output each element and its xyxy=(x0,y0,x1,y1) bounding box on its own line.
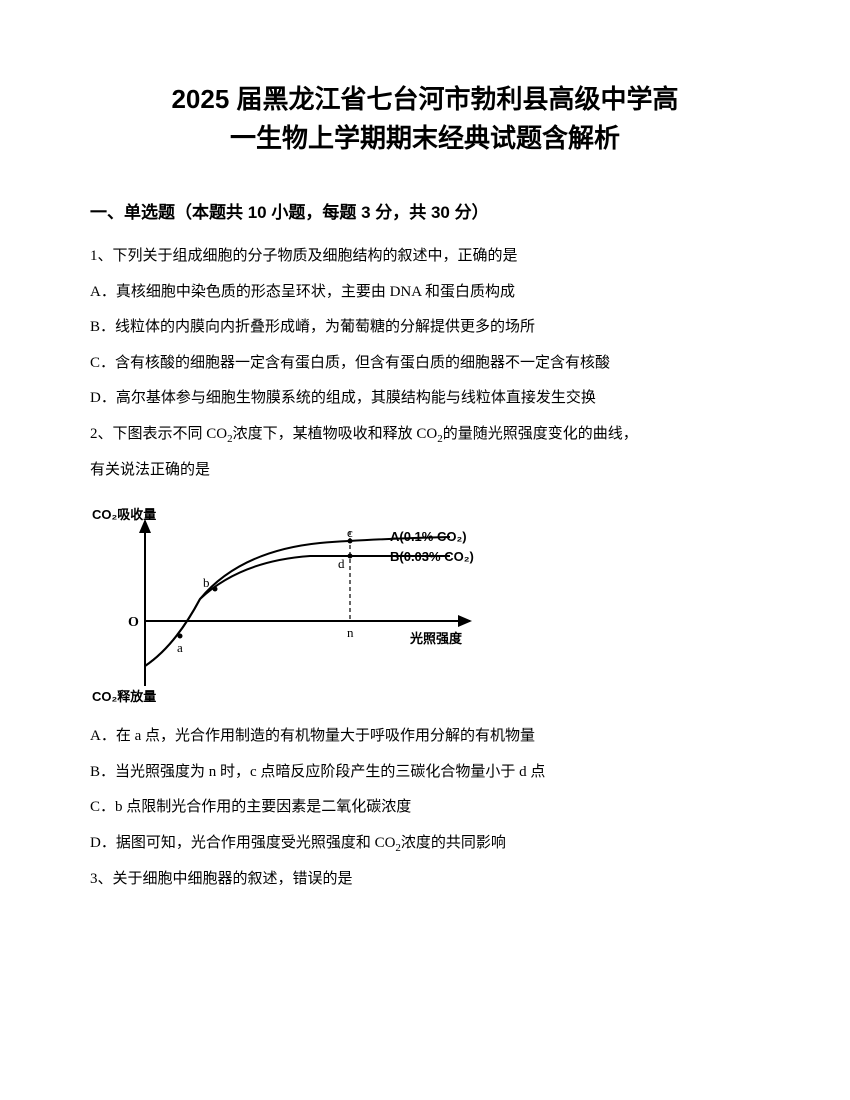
svg-text:n: n xyxy=(347,625,354,640)
q1-option-d: D．高尔基体参与细胞生物膜系统的组成，其膜结构能与线粒体直接发生交换 xyxy=(90,383,760,415)
q1-stem: 1、下列关于组成细胞的分子物质及细胞结构的叙述中，正确的是 xyxy=(90,241,760,273)
section-heading: 一、单选题（本题共 10 小题，每题 3 分，共 30 分） xyxy=(90,198,760,223)
chart-figure: CO₂吸收量 CO₂释放量 光照强度 Oa b c d n A(0.1% CO₂) B(0.03%… xyxy=(90,501,760,706)
q2-option-c: C．b 点限制光合作用的主要因素是二氧化碳浓度 xyxy=(90,792,760,824)
svg-text:A(0.1% CO₂): A(0.1% CO₂) xyxy=(390,529,467,544)
title-line-1: 2025 届黑龙江省七台河市勃利县高级中学高 xyxy=(171,84,678,114)
svg-text:CO₂吸收量: CO₂吸收量 xyxy=(92,507,156,522)
svg-text:光照强度: 光照强度 xyxy=(409,631,463,646)
q2-option-b: B．当光照强度为 n 时，c 点暗反应阶段产生的三碳化合物量小于 d 点 xyxy=(90,757,760,789)
svg-text:a: a xyxy=(177,640,183,655)
svg-text:CO₂释放量: CO₂释放量 xyxy=(92,689,156,704)
q1-option-b: B．线粒体的内膜向内折叠形成嵴，为葡萄糖的分解提供更多的场所 xyxy=(90,312,760,344)
svg-text:O: O xyxy=(128,615,139,630)
title-line-2: 一生物上学期期末经典试题含解析 xyxy=(230,123,620,153)
svg-text:d: d xyxy=(338,556,345,571)
q2-stem-line2: 有关说法正确的是 xyxy=(90,455,760,487)
q2-stem: 2、下图表示不同 CO2浓度下，某植物吸收和释放 CO2的量随光照强度变化的曲线… xyxy=(90,419,760,451)
page-title: 2025 届黑龙江省七台河市勃利县高级中学高 一生物上学期期末经典试题含解析 xyxy=(90,80,760,158)
q2-optd-p1: D．据图可知，光合作用强度受光照强度和 CO xyxy=(90,835,395,851)
q3-stem: 3、关于细胞中细胞器的叙述，错误的是 xyxy=(90,864,760,896)
chart-svg: CO₂吸收量 CO₂释放量 光照强度 Oa b c d n A(0.1% CO₂) B(0.03%… xyxy=(90,501,510,706)
q2-stem-p2: 浓度下，某植物吸收和释放 CO xyxy=(233,426,438,442)
svg-text:c: c xyxy=(347,525,353,540)
q2-optd-p2: 浓度的共同影响 xyxy=(401,835,506,851)
q1-option-c: C．含有核酸的细胞器一定含有蛋白质，但含有蛋白质的细胞器不一定含有核酸 xyxy=(90,348,760,380)
svg-text:b: b xyxy=(203,575,210,590)
q2-option-d: D．据图可知，光合作用强度受光照强度和 CO2浓度的共同影响 xyxy=(90,828,760,860)
q1-option-a: A．真核细胞中染色质的形态呈环状，主要由 DNA 和蛋白质构成 xyxy=(90,277,760,309)
q2-stem-p3: 的量随光照强度变化的曲线， xyxy=(443,426,638,442)
q2-stem-p1: 2、下图表示不同 CO xyxy=(90,426,227,442)
svg-text:B(0.03% CO₂): B(0.03% CO₂) xyxy=(390,549,474,564)
q2-option-a: A．在 a 点，光合作用制造的有机物量大于呼吸作用分解的有机物量 xyxy=(90,721,760,753)
